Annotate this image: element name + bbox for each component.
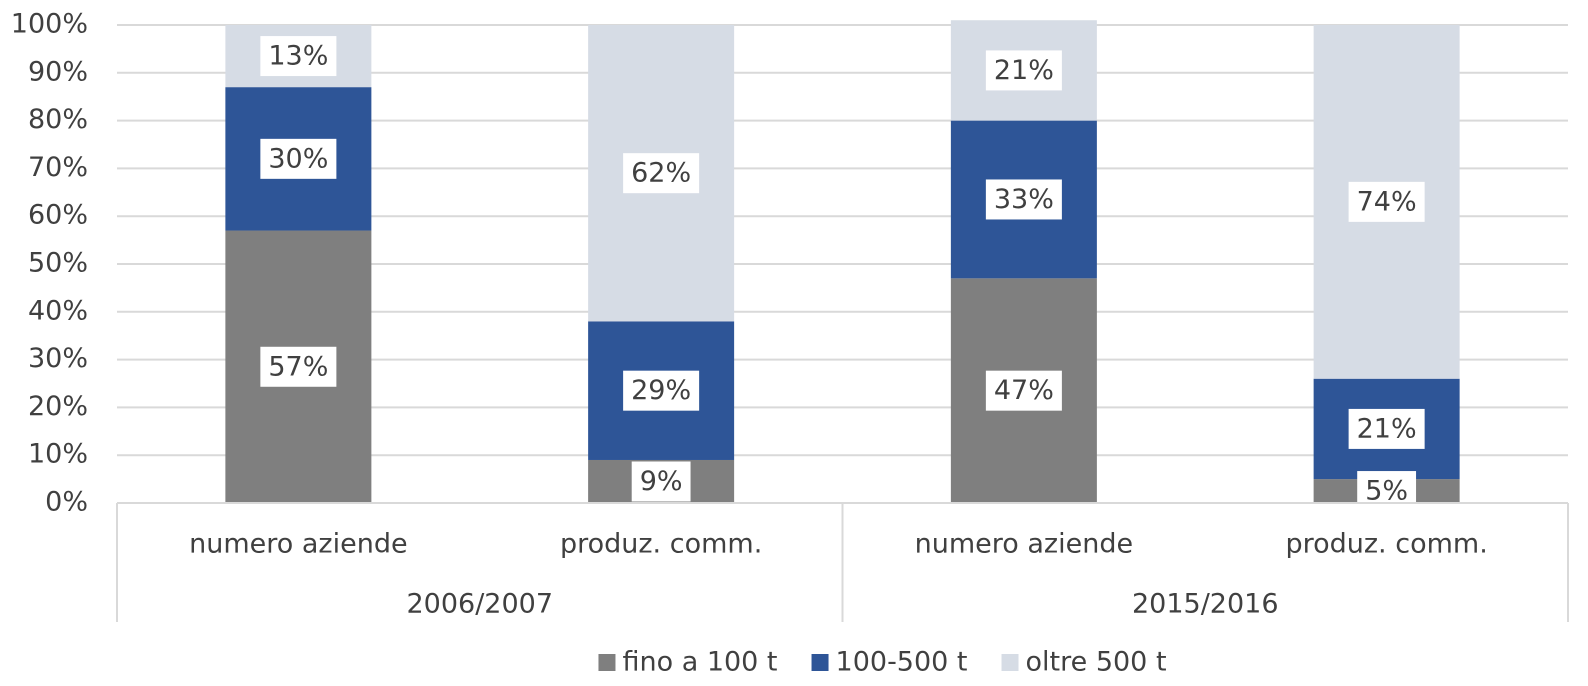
legend-label: fino a 100 t	[622, 647, 777, 678]
legend-label: 100-500 t	[836, 647, 968, 678]
y-tick-label: 90%	[28, 56, 88, 87]
data-label-box	[985, 50, 1062, 91]
data-label: 74%	[1357, 186, 1417, 217]
y-tick-label: 70%	[28, 152, 88, 183]
y-tick-label: 30%	[28, 343, 88, 374]
x-tick-label: numero aziende	[915, 529, 1133, 560]
data-label: 30%	[268, 143, 328, 174]
group-label: 2006/2007	[406, 589, 553, 620]
data-label-box	[985, 370, 1062, 411]
x-tick-label: produz. comm.	[1285, 529, 1487, 560]
data-label: 21%	[994, 55, 1054, 86]
data-label-box	[260, 138, 337, 179]
data-label: 5%	[1365, 476, 1408, 507]
data-label-box	[260, 346, 337, 387]
data-label-box	[623, 370, 700, 411]
data-label: 57%	[268, 351, 328, 382]
y-tick-label: 10%	[28, 439, 88, 470]
y-tick-label: 100%	[11, 9, 88, 40]
data-label: 62%	[631, 158, 691, 189]
x-tick-label: numero aziende	[189, 529, 407, 560]
x-tick-label: produz. comm.	[560, 529, 762, 560]
data-label-box	[1357, 471, 1417, 512]
y-tick-label: 20%	[28, 391, 88, 422]
y-tick-label: 50%	[28, 248, 88, 279]
y-tick-label: 0%	[45, 487, 88, 518]
legend-swatch	[811, 654, 829, 671]
y-tick-label: 80%	[28, 104, 88, 135]
data-label: 13%	[268, 41, 328, 72]
data-label: 47%	[994, 375, 1054, 406]
data-label: 21%	[1357, 413, 1417, 444]
data-label: 33%	[994, 184, 1054, 215]
data-label-box	[1348, 408, 1425, 449]
data-label-box	[631, 461, 691, 502]
data-label-box	[623, 153, 700, 194]
y-tick-label: 60%	[28, 200, 88, 231]
group-label: 2015/2016	[1132, 589, 1279, 620]
data-label: 29%	[631, 375, 691, 406]
data-label-box	[1348, 181, 1425, 222]
y-tick-label: 40%	[28, 295, 88, 326]
data-label-box	[985, 179, 1062, 220]
legend-label: oltre 500 t	[1026, 647, 1167, 678]
data-label: 9%	[640, 466, 683, 497]
legend-swatch	[1001, 654, 1019, 671]
data-label-box	[260, 36, 337, 77]
legend-swatch	[598, 654, 616, 671]
